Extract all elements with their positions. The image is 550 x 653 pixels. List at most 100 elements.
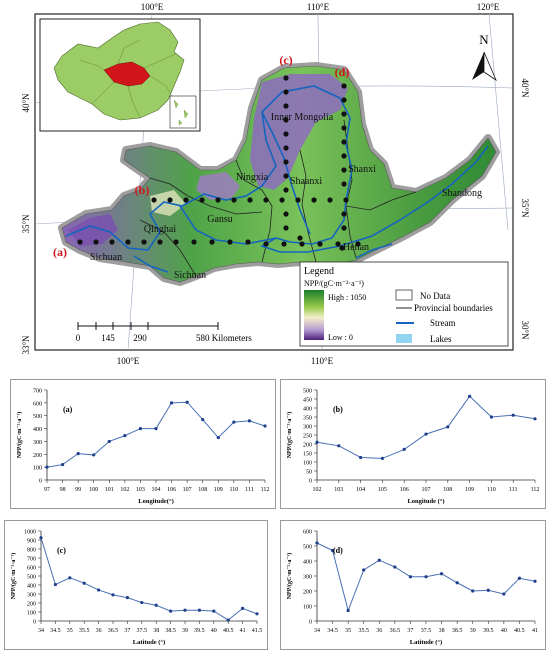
province-gansu: Gansu — [207, 214, 233, 225]
legend-high: High : 1050 — [328, 293, 366, 302]
y-tick-label: 300 — [303, 575, 312, 581]
x-tick-label: 110 — [229, 487, 238, 493]
x-tick-label: 106 — [400, 487, 409, 493]
province-shandong: Shandong — [442, 188, 482, 199]
x-axis-label: Longitude(°) — [138, 498, 173, 505]
yellow-river-streams — [65, 85, 489, 273]
legend-title: Legend — [304, 266, 334, 277]
npp-data-point — [439, 572, 444, 576]
x-tick-label: 40.5 — [223, 628, 234, 634]
y-axis-label: NPP/(gC·m⁻²·a⁻¹) — [10, 553, 17, 600]
npp-data-point — [76, 452, 80, 456]
chart-panel-d: 0 100 200 300 400 500 600 34 34.5 35 35.5 36 36.5 37 3… — [280, 520, 546, 650]
npp-data-point — [226, 618, 230, 622]
coord-left-33n: 33°N — [21, 335, 31, 355]
npp-data-point — [185, 400, 189, 404]
legend-npp-ramp — [304, 290, 324, 340]
y-tick-label: 900 — [27, 539, 36, 545]
y-tick-label: 0 — [309, 479, 312, 485]
chart-panel-label: (c) — [57, 546, 66, 555]
x-tick-label: 108 — [198, 487, 207, 493]
y-tick-label: 300 — [33, 440, 42, 446]
x-tick-label: 112 — [261, 487, 270, 493]
x-tick-label: 107 — [422, 487, 431, 493]
npp-data-point — [502, 592, 506, 596]
coord-left-35n: 35°N — [21, 214, 31, 234]
npp-series-line — [46, 401, 266, 468]
y-axis-label: NPP/(gC·m⁻²·a⁻¹) — [286, 412, 293, 459]
x-tick-label: 109 — [465, 487, 474, 493]
province-shanxi: Shanxi — [348, 164, 376, 175]
x-tick-label: 35 — [67, 628, 73, 634]
y-tick-label: 0 — [33, 620, 36, 626]
chart-panel-a: 0 100 200 300 400 500 600 700 97 98 99 100 101 102 103… — [10, 379, 276, 509]
x-axis-label: Latitude (°) — [133, 639, 165, 646]
npp-data-point — [216, 435, 220, 440]
npp-data-point — [68, 576, 72, 580]
x-tick-label: 38 — [439, 628, 445, 634]
china-inset-map — [39, 18, 201, 132]
npp-data-point — [39, 536, 43, 540]
npp-data-point — [330, 548, 335, 553]
x-tick-label: 103 — [334, 487, 343, 493]
x-tick-label: 39 — [182, 628, 188, 634]
x-axis-label: Latitude (°) — [410, 639, 442, 646]
npp-data-point — [533, 579, 537, 583]
x-tick-label: 103 — [136, 487, 145, 493]
y-tick-label: 100 — [33, 466, 42, 472]
x-tick-label: 107 — [183, 487, 192, 493]
x-tick-label: 39.5 — [194, 628, 205, 634]
x-tick-label: 111 — [245, 487, 254, 493]
npp-data-point — [402, 447, 406, 451]
y-tick-label: 800 — [27, 548, 36, 554]
legend-nodata: No Data — [420, 291, 450, 301]
npp-data-point — [346, 608, 350, 613]
legend-nodata-swatch — [395, 289, 413, 301]
npp-data-point — [255, 612, 259, 616]
y-axis-label: NPP/(gC·m⁻²·a⁻¹) — [16, 412, 23, 459]
y-tick-label: 500 — [27, 575, 36, 581]
x-tick-label: 41 — [240, 628, 246, 634]
npp-data-point — [337, 444, 341, 448]
x-tick-label: 101 — [105, 487, 114, 493]
npp-data-point — [408, 575, 413, 579]
y-axis-label: NPP/(gC·m⁻²·a⁻¹) — [286, 553, 293, 600]
coord-bottom-100e: 100°E — [117, 356, 140, 366]
y-tick-label: 100 — [303, 605, 312, 611]
npp-data-point — [380, 456, 384, 460]
transect-label-a: (a) — [53, 245, 67, 259]
y-tick-label: 600 — [33, 401, 42, 407]
npp-data-point — [82, 581, 86, 585]
x-tick-label: 38 — [153, 628, 159, 634]
npp-data-point — [183, 608, 187, 612]
x-tick-label: 35 — [345, 628, 351, 634]
npp-data-point — [455, 581, 459, 585]
npp-data-point — [201, 417, 205, 422]
transect-label-b: (b) — [135, 183, 150, 197]
y-tick-label: 200 — [303, 443, 312, 449]
x-tick-label: 35.5 — [79, 628, 90, 634]
x-tick-label: 40 — [211, 628, 217, 634]
y-tick-label: 0 — [309, 620, 312, 626]
y-tick-label: 250 — [303, 434, 312, 440]
chart-panel-b: 0 50 100 150 200 250 300 350 400 450 500 102 103 104 1… — [280, 379, 546, 509]
y-tick-label: 50 — [306, 470, 312, 476]
npp-latitude-chart-c: 0 100 200 300 400 500 600 700 800 900 1000 34 34.5 35… — [10, 530, 262, 647]
x-tick-label: 39 — [470, 628, 476, 634]
coord-top-120e: 120°E — [477, 2, 500, 12]
npp-data-point — [468, 394, 472, 398]
npp-data-point — [247, 419, 252, 423]
coord-left-40n: 40°N — [21, 93, 31, 113]
y-tick-label: 600 — [27, 566, 36, 572]
npp-data-point — [60, 462, 65, 467]
coord-top-100e: 100°E — [141, 2, 164, 12]
y-tick-label: 300 — [27, 593, 36, 599]
legend-lakes-swatch — [396, 334, 412, 343]
npp-data-point — [362, 568, 366, 572]
npp-data-point — [315, 541, 319, 545]
npp-data-point — [511, 413, 515, 417]
npp-data-point — [393, 565, 397, 569]
province-henan: Henan — [343, 242, 369, 253]
npp-data-point — [45, 465, 49, 469]
npp-data-point — [232, 420, 236, 424]
